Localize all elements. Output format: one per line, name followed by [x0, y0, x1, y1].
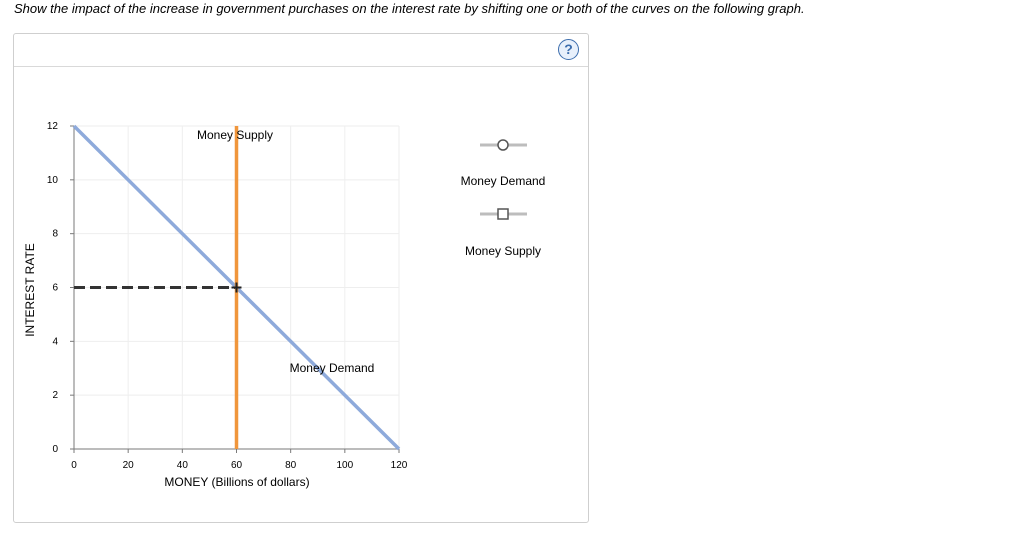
square-marker-icon [497, 208, 509, 220]
x-tick-label: 0 [71, 460, 77, 471]
x-tick-label: 40 [177, 460, 189, 471]
y-tick-label: 6 [52, 283, 58, 294]
legend-money-demand-tool[interactable] [480, 139, 527, 151]
money-demand-label: Money Demand [290, 361, 375, 375]
axis-ticks: 0 20 40 60 80 100 120 0 2 4 6 8 10 12 [47, 121, 408, 471]
x-tick-label: 80 [285, 460, 297, 471]
x-tick-label: 60 [231, 460, 243, 471]
x-tick-label: 20 [123, 460, 135, 471]
circle-marker-icon [497, 139, 509, 151]
x-tick-label: 100 [336, 460, 353, 471]
money-supply-label: Money Supply [197, 128, 273, 142]
instructions-text: Show the impact of the increase in gover… [14, 1, 805, 16]
panel-header [14, 34, 588, 67]
y-tick-label: 12 [47, 121, 59, 132]
x-axis-label: MONEY (Billions of dollars) [164, 475, 309, 489]
legend-money-supply-label: Money Supply [465, 244, 541, 258]
x-tick-label: 120 [391, 460, 408, 471]
y-tick-label: 10 [47, 175, 59, 186]
y-tick-label: 0 [52, 444, 58, 455]
legend-money-demand-label: Money Demand [461, 174, 546, 188]
help-icon[interactable]: ? [558, 39, 579, 60]
equilibrium-marker [231, 282, 242, 293]
y-tick-label: 2 [52, 390, 58, 401]
y-tick-label: 8 [52, 229, 58, 240]
y-tick-label: 4 [52, 336, 58, 347]
y-axis-label: INTEREST RATE [23, 243, 37, 337]
legend-money-supply-tool[interactable] [480, 208, 527, 220]
graph-panel [13, 33, 589, 523]
